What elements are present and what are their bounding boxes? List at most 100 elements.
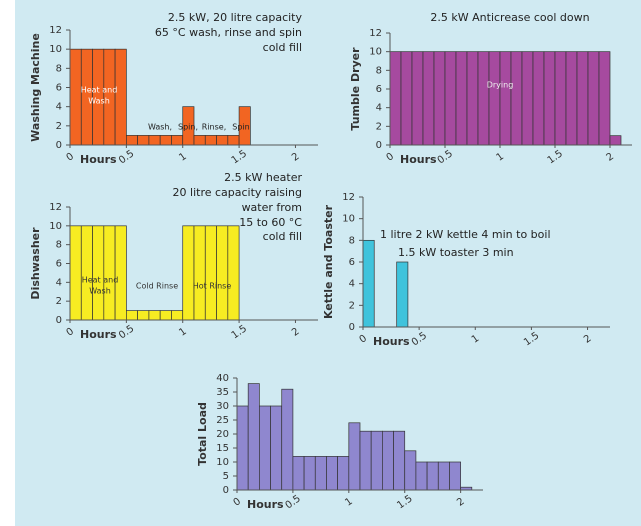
bar — [171, 310, 184, 321]
y-tick-label: 10 — [216, 457, 229, 468]
x-tick-label: 1 — [177, 326, 189, 339]
bar — [227, 225, 240, 321]
y-axis-title: Kettle and Toaster — [322, 204, 335, 319]
bar — [400, 51, 413, 146]
bar — [126, 310, 138, 321]
bar — [80, 225, 93, 321]
bar — [404, 450, 417, 491]
bar — [227, 135, 240, 146]
bar — [216, 135, 229, 146]
bar — [437, 461, 450, 491]
annotation: 1.5 kW toaster 3 min — [398, 246, 514, 259]
y-axis-title: Tumble Dryer — [349, 47, 362, 131]
annotation: 65 °C wash, rinse and spin — [155, 26, 302, 39]
bar — [126, 135, 138, 146]
annotation: Wash, — [148, 123, 172, 132]
y-tick-label: 0 — [376, 140, 382, 151]
y-axis-title: Washing Machine — [29, 33, 42, 142]
bar — [303, 456, 316, 491]
bar — [270, 405, 283, 491]
y-axis-title: Dishwasher — [29, 227, 42, 300]
x-tick-label: 2 — [455, 496, 467, 509]
annotation: 1 litre 2 kW kettle 4 min to boil — [380, 228, 551, 241]
y-tick-label: 0 — [56, 140, 62, 151]
y-tick-label: 10 — [342, 214, 355, 225]
x-tick-label: 0 — [65, 326, 77, 339]
annotation: Rinse, — [202, 123, 226, 132]
x-tick-label: 2 — [582, 333, 594, 346]
y-tick-label: 30 — [216, 401, 229, 412]
bar — [576, 51, 589, 146]
x-tick-label: 2 — [290, 151, 302, 164]
y-tick-label: 12 — [49, 202, 62, 213]
bar — [204, 225, 217, 321]
y-tick-label: 6 — [349, 257, 355, 268]
y-tick-label: 5 — [223, 471, 229, 482]
bar — [415, 461, 428, 491]
bar — [609, 135, 622, 146]
annotation: Wash — [89, 287, 111, 296]
y-tick-label: 6 — [376, 84, 382, 95]
bar — [148, 310, 161, 321]
bar — [69, 48, 82, 146]
y-tick-label: 2 — [56, 121, 62, 132]
bar — [565, 51, 578, 146]
y-tick-label: 8 — [56, 240, 62, 251]
bar — [159, 135, 172, 146]
bar — [554, 51, 567, 146]
x-tick-label: 1 — [495, 151, 507, 164]
y-tick-label: 8 — [376, 65, 382, 76]
bar — [182, 225, 195, 321]
x-tick-label: 2 — [290, 326, 302, 339]
y-tick-label: 6 — [56, 83, 62, 94]
annotation: 2.5 kW heater — [224, 171, 302, 184]
bar — [171, 135, 184, 146]
bar — [488, 51, 501, 146]
bar — [216, 225, 229, 321]
x-axis-title: Hours — [247, 498, 284, 511]
bar — [69, 225, 82, 321]
x-tick-label: 0 — [358, 333, 370, 346]
bar — [137, 310, 150, 321]
bar — [137, 135, 150, 146]
bar — [422, 51, 435, 146]
y-tick-label: 8 — [349, 235, 355, 246]
bar — [193, 225, 206, 321]
bar — [204, 135, 217, 146]
bar — [259, 405, 271, 491]
bar — [455, 51, 468, 146]
y-tick-label: 4 — [349, 279, 355, 290]
bar — [337, 456, 350, 491]
annotation: 15 to 60 °C — [239, 216, 302, 229]
x-tick-label: 0 — [65, 151, 77, 164]
bar — [598, 51, 611, 146]
bar — [466, 51, 479, 146]
bar — [411, 51, 424, 146]
y-tick-label: 6 — [56, 259, 62, 270]
y-tick-label: 12 — [342, 192, 355, 203]
bar — [543, 51, 556, 146]
bar — [521, 51, 534, 146]
annotation: Spin, — [178, 123, 198, 132]
bar — [159, 310, 172, 321]
bar — [148, 135, 161, 146]
x-axis-title: Hours — [373, 335, 410, 348]
annotation: 2.5 kW, 20 litre capacity — [168, 11, 303, 24]
bar — [510, 51, 523, 146]
bar — [292, 456, 305, 491]
bar — [444, 51, 457, 146]
x-tick-label: 1 — [177, 151, 189, 164]
bar — [326, 456, 338, 491]
bar — [426, 461, 439, 491]
annotation: Hot Rinse — [193, 282, 232, 291]
annotation: cold fill — [263, 230, 302, 243]
bar — [393, 430, 406, 491]
bar — [389, 51, 402, 146]
y-tick-label: 35 — [216, 387, 229, 398]
bar — [587, 51, 600, 146]
annotation: Heat and — [82, 276, 119, 285]
y-tick-label: 40 — [216, 373, 229, 384]
annotation: water from — [242, 201, 302, 214]
